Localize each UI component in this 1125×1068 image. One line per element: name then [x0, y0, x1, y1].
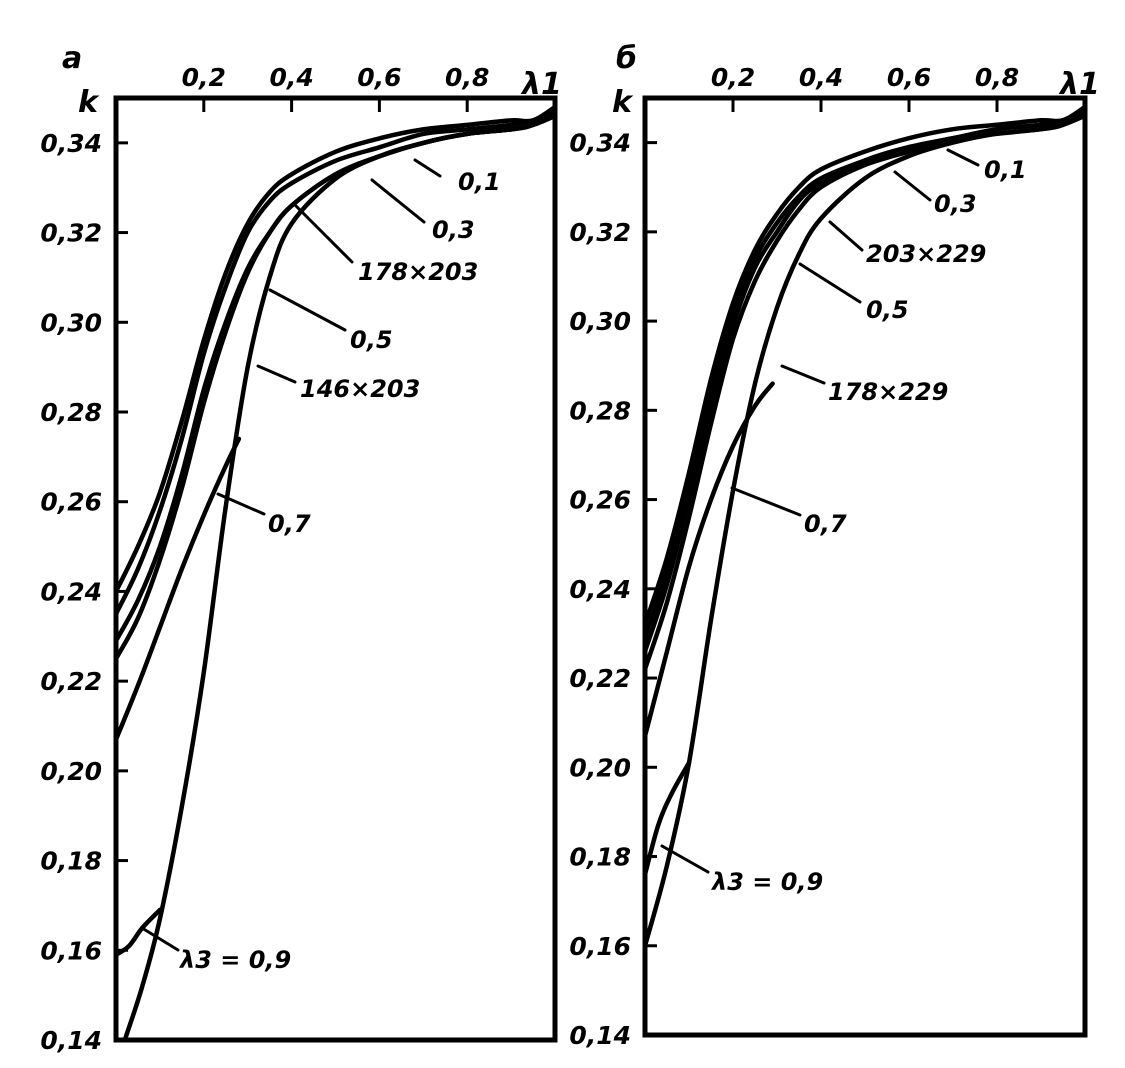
- leader-line-178x203: [294, 204, 354, 264]
- series-label-203x229: 203×229: [866, 240, 986, 268]
- series-label-178x203: 178×203: [358, 258, 478, 286]
- series-label-0-7: 0,7: [804, 510, 847, 538]
- x-tick-label: 0,4: [799, 63, 843, 92]
- series-line-203x229: [642, 113, 1088, 654]
- y-tick-label: 0,32: [569, 218, 631, 247]
- leader-line-0-5: [798, 262, 862, 304]
- y-tick-label: 0,34: [40, 129, 102, 158]
- y-tick-label: 0,24: [569, 575, 631, 604]
- x-axis-label: λ1: [520, 67, 562, 102]
- y-tick-label: 0,16: [40, 936, 102, 965]
- y-tick-label: 0,26: [40, 488, 102, 517]
- x-tick-label: 0,4: [269, 63, 313, 92]
- chart-panel-a: ak λ1 0,2 0,4 0,6 0,8 0,14 0,16 0,18 0,20 0,22 0,24…: [40, 41, 562, 1055]
- series-label-0-7: 0,7: [268, 510, 311, 538]
- y-axis-label: k: [78, 85, 100, 120]
- series-line-0-7: [642, 381, 775, 739]
- series-label-0-1: 0,1: [984, 156, 1027, 184]
- leader-line-lambda3-0-9: [140, 926, 180, 952]
- series-label-178x229: 178×229: [828, 378, 948, 406]
- leader-line-0-5: [268, 288, 347, 332]
- series-line-0-7: [113, 436, 242, 742]
- y-tick-label: 0,26: [569, 486, 631, 515]
- leader-line-146x203: [256, 364, 297, 384]
- series-line-146x203: [122, 113, 558, 1043]
- x-tick-label: 0,2: [711, 63, 755, 92]
- series-line-0-3: [113, 109, 558, 617]
- chart-panel-b: бk λ1 0,2 0,4 0,6 0,8 0,14 0,16 0,18 0,20 0,22 0,24…: [569, 41, 1100, 1050]
- series-label-0-1: 0,1: [458, 168, 501, 196]
- series-label-lambda3-0-9: λ3 = 0,9: [710, 868, 823, 896]
- leader-line-0-1: [413, 158, 442, 178]
- series-label-0-3: 0,3: [934, 190, 977, 218]
- y-tick-label: 0,20: [40, 757, 102, 786]
- series-label-0-3: 0,3: [432, 216, 475, 244]
- series-line-0-1: [642, 104, 1088, 627]
- y-tick-label: 0,32: [40, 219, 102, 248]
- plot-frame: [113, 95, 558, 1043]
- leader-line-178x229: [780, 364, 826, 385]
- series-line-0-1: [113, 104, 558, 594]
- x-tick-label: 0,6: [357, 63, 401, 92]
- x-tick-label: 0,6: [887, 63, 931, 92]
- y-tick-label: 0,22: [569, 664, 631, 693]
- leader-line-0-3: [893, 170, 932, 202]
- series-line-178x229: [642, 113, 1088, 949]
- series-label-lambda3-0-9: λ3 = 0,9: [178, 946, 291, 974]
- series-label-0-5: 0,5: [350, 326, 393, 354]
- plot-frame: [642, 95, 1088, 1038]
- y-tick-label: 0,18: [40, 847, 102, 876]
- series-line-lambda3-0-9: [113, 907, 163, 958]
- x-tick-label: 0,2: [182, 63, 226, 92]
- leader-line-203x229: [828, 220, 864, 252]
- y-tick-label: 0,34: [569, 129, 631, 158]
- y-tick-label: 0,14: [40, 1026, 102, 1055]
- y-tick-label: 0,30: [569, 307, 631, 336]
- panel-label: б: [616, 41, 637, 76]
- series-label-0-5: 0,5: [866, 296, 909, 324]
- leader-line-0-3: [370, 178, 426, 224]
- x-tick-label: 0,8: [445, 63, 489, 92]
- y-axis-label: k: [612, 85, 634, 120]
- y-tick-label: 0,18: [569, 843, 631, 872]
- y-tick-label: 0,14: [569, 1021, 631, 1050]
- series-label-146x203: 146×203: [300, 375, 420, 403]
- x-axis-label: λ1: [1058, 67, 1100, 102]
- y-tick-label: 0,28: [40, 398, 102, 427]
- y-tick-label: 0,22: [40, 667, 102, 696]
- leader-line-0-7: [730, 486, 802, 517]
- y-tick-label: 0,16: [569, 932, 631, 961]
- y-tick-label: 0,28: [569, 396, 631, 425]
- y-tick-label: 0,30: [40, 308, 102, 337]
- leader-line-0-1: [946, 148, 980, 167]
- series-line-lambda3-0-9: [642, 760, 692, 877]
- panel-label: a: [62, 41, 82, 76]
- x-tick-label: 0,8: [975, 63, 1019, 92]
- y-tick-label: 0,20: [569, 753, 631, 782]
- y-tick-label: 0,24: [40, 577, 102, 606]
